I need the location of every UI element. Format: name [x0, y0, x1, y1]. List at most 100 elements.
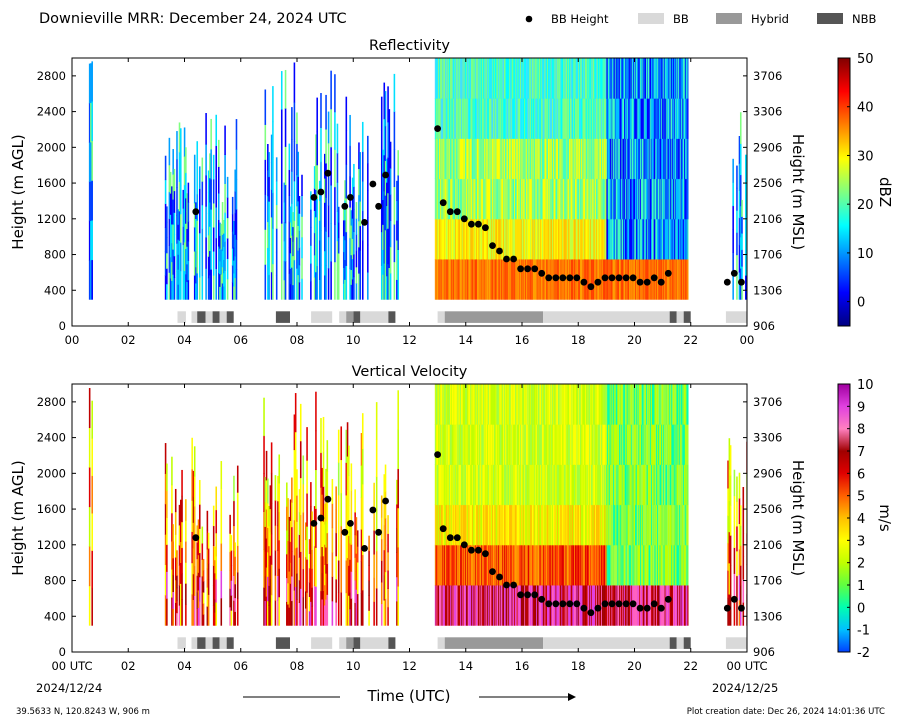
- heatmap-cell: [438, 259, 440, 300]
- heatmap-cell: [669, 384, 671, 425]
- heatmap-cell: [483, 178, 485, 220]
- heatmap-cell: [654, 138, 656, 180]
- heatmap-cell: [560, 544, 562, 586]
- y-tick-label: 2400: [37, 105, 66, 119]
- heatmap-cell: [655, 464, 657, 506]
- heatmap-cell: [500, 464, 502, 506]
- heatmap-cell: [553, 138, 555, 180]
- heatmap-cell: [619, 138, 622, 180]
- heatmap-cell: [531, 138, 533, 180]
- heatmap-cell: [646, 218, 649, 260]
- heatmap-cell: [501, 98, 503, 139]
- heatmap-cell: [353, 254, 355, 278]
- heatmap-cell: [552, 98, 554, 139]
- heatmap-cell: [469, 98, 471, 139]
- heatmap-cell: [531, 218, 533, 260]
- heatmap-cell: [578, 424, 580, 465]
- heatmap-cell: [519, 585, 521, 626]
- heatmap-cell: [180, 128, 182, 158]
- heatmap-cell: [639, 424, 641, 465]
- heatmap-cell: [223, 219, 225, 234]
- heatmap-cell: [539, 585, 541, 626]
- heatmap-cell: [536, 218, 539, 260]
- heatmap-cell: [196, 246, 199, 274]
- heatmap-cell: [569, 138, 571, 180]
- heatmap-cell: [543, 259, 545, 300]
- heatmap-cell: [546, 464, 548, 506]
- heatmap-cell: [270, 244, 273, 273]
- heatmap-cell: [397, 546, 399, 587]
- heatmap-cell: [504, 178, 506, 220]
- heatmap-cell: [196, 608, 199, 626]
- heatmap-cell: [647, 138, 649, 180]
- heatmap-cell: [626, 218, 628, 260]
- heatmap-cell: [358, 273, 360, 300]
- heatmap-cell: [453, 218, 455, 260]
- heatmap-cell: [646, 504, 649, 546]
- heatmap-cell: [345, 462, 348, 496]
- heatmap-cell: [467, 585, 469, 626]
- heatmap-cell: [182, 226, 185, 246]
- heatmap-cell: [592, 218, 594, 260]
- heatmap-cell: [622, 259, 624, 300]
- heatmap-cell: [449, 259, 451, 300]
- heatmap-cell: [196, 141, 199, 169]
- heatmap-cell: [264, 229, 267, 265]
- heatmap-cell: [294, 393, 297, 433]
- heatmap-cell: [652, 138, 654, 180]
- heatmap-cell: [468, 138, 470, 180]
- heatmap-cell: [554, 384, 556, 425]
- heatmap-cell: [665, 98, 667, 139]
- heatmap-cell: [599, 138, 601, 180]
- heatmap-cell: [674, 138, 676, 180]
- heatmap-cell: [610, 424, 612, 465]
- heatmap-cell: [562, 218, 564, 260]
- heatmap-cell: [191, 500, 193, 532]
- heatmap-cell: [274, 525, 277, 551]
- heatmap-cell: [601, 424, 603, 465]
- heatmap-cell: [605, 138, 607, 180]
- heatmap-cell: [667, 98, 670, 139]
- heatmap-cell: [586, 138, 588, 180]
- heatmap-cell: [265, 508, 268, 539]
- heatmap-cell: [263, 549, 265, 588]
- heatmap-cell: [185, 499, 187, 521]
- heatmap-cell: [648, 98, 650, 139]
- heatmap-cell: [490, 138, 492, 180]
- heatmap-cell: [487, 585, 490, 626]
- heatmap-cell: [185, 562, 187, 584]
- heatmap-cell: [289, 583, 292, 605]
- heatmap-cell: [498, 178, 500, 220]
- heatmap-cell: [578, 464, 580, 506]
- heatmap-cell: [670, 384, 672, 425]
- heatmap-cell: [506, 259, 508, 300]
- heatmap-cell: [340, 592, 343, 626]
- heatmap-cell: [485, 218, 487, 260]
- heatmap-cell: [487, 178, 490, 220]
- heatmap-cell: [525, 424, 528, 465]
- heatmap-cell: [445, 544, 447, 586]
- heatmap-cell: [651, 424, 653, 465]
- heatmap-cell: [449, 585, 451, 626]
- heatmap-cell: [540, 384, 542, 425]
- heatmap-cell: [552, 544, 555, 586]
- heatmap-cell: [624, 178, 626, 220]
- heatmap-cell: [687, 504, 689, 546]
- heatmap-cell: [459, 424, 461, 465]
- heatmap-cell: [509, 544, 511, 586]
- heatmap-cell: [576, 504, 578, 546]
- heatmap-cell: [181, 495, 183, 523]
- bb-bar-nbb: [353, 637, 361, 649]
- heatmap-cell: [456, 58, 458, 99]
- heatmap-cell: [292, 270, 294, 286]
- heatmap-cell: [651, 138, 654, 180]
- heatmap-cell: [345, 130, 348, 165]
- heatmap-cell: [484, 424, 486, 465]
- heatmap-cell: [490, 585, 492, 626]
- heatmap-cell: [645, 58, 647, 99]
- heatmap-cell: [522, 424, 524, 465]
- heatmap-cell: [633, 218, 635, 260]
- heatmap-cell: [487, 178, 489, 220]
- heatmap-cell: [509, 544, 512, 586]
- heatmap-cell: [593, 58, 595, 99]
